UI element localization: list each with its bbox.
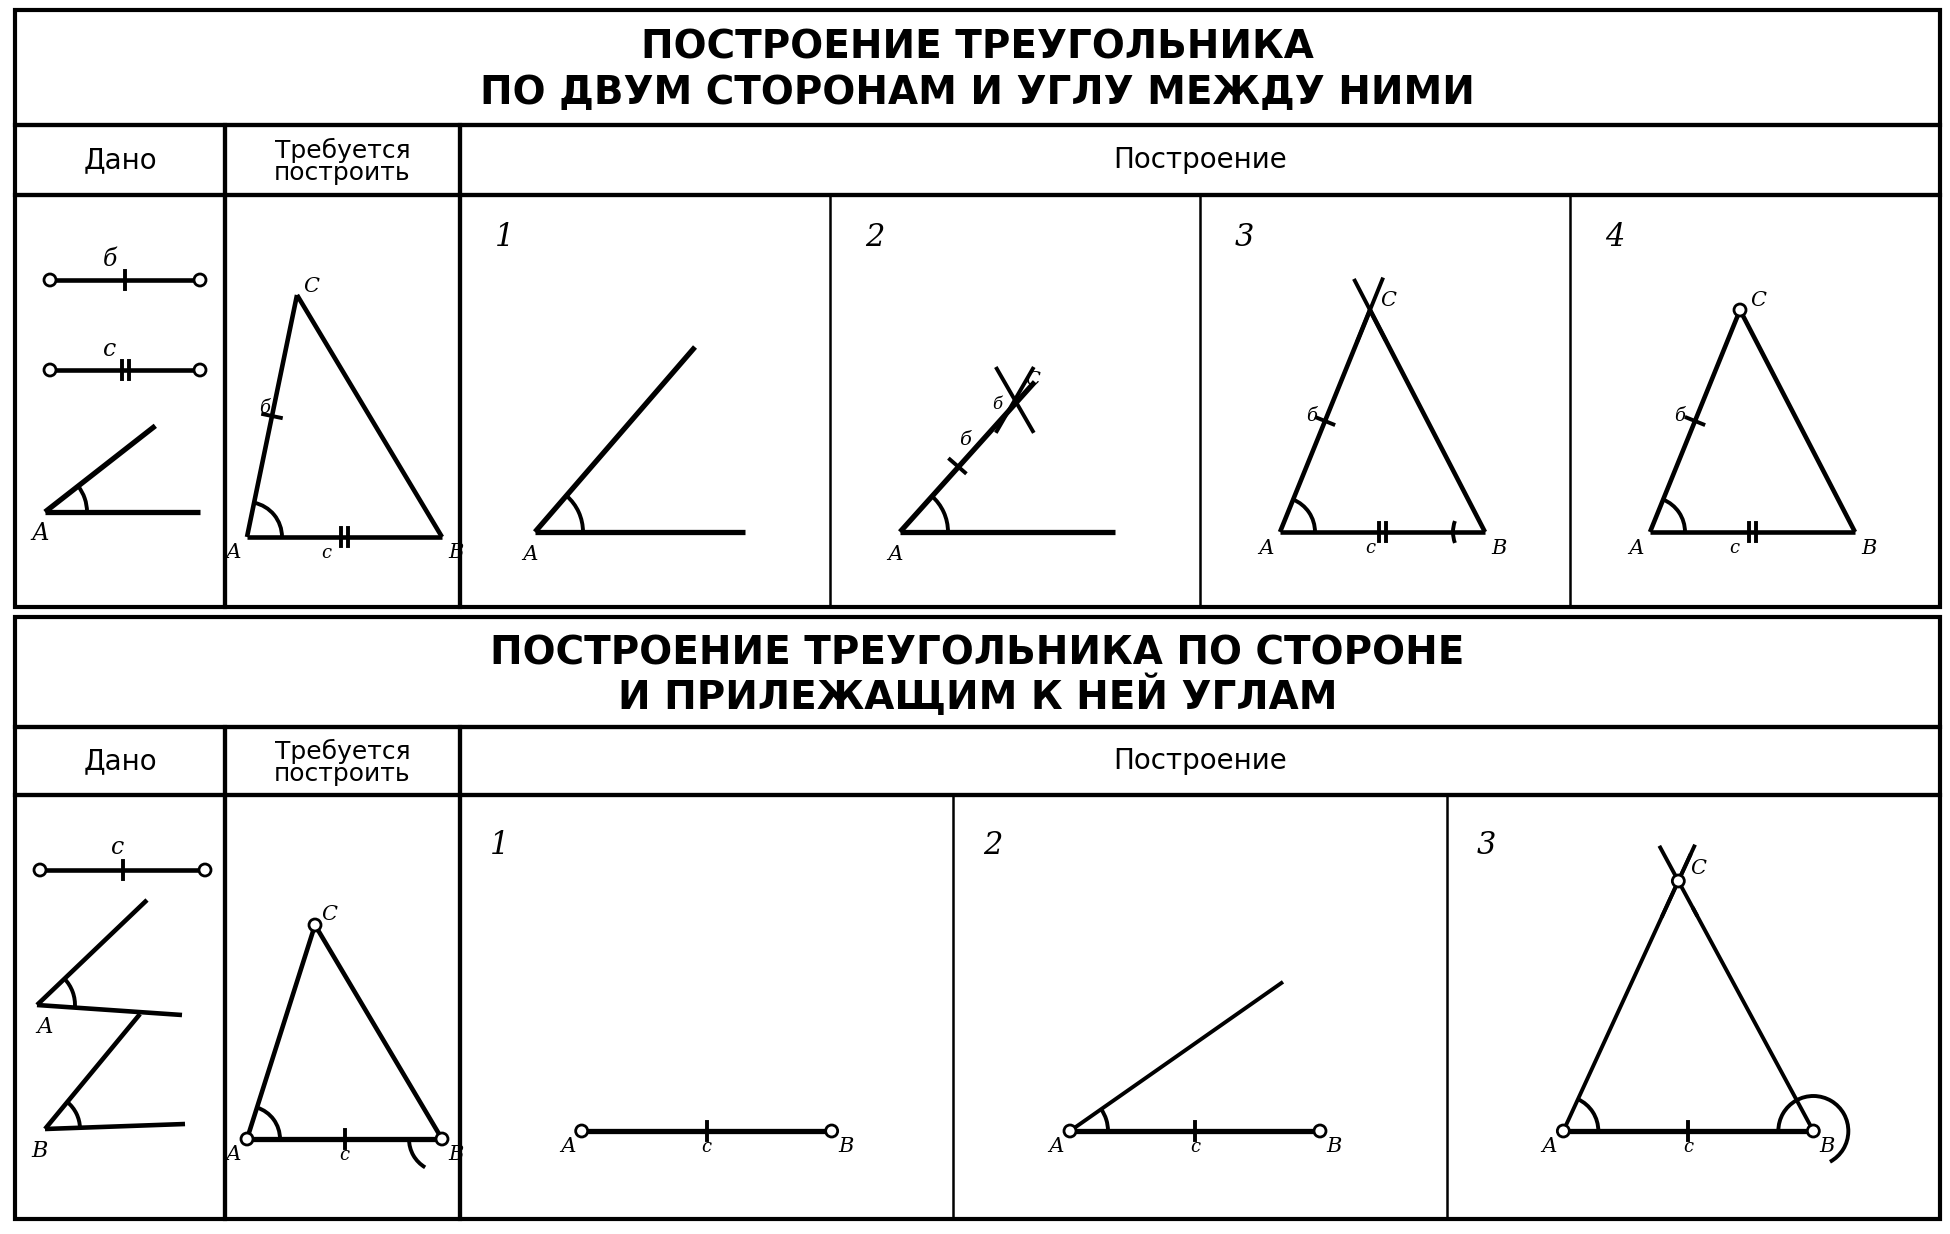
Circle shape [437,1133,448,1145]
Text: Построение: Построение [1113,146,1287,174]
Text: б: б [993,396,1002,413]
Text: с: с [1190,1138,1199,1156]
Text: 2: 2 [983,829,1002,860]
Text: С: С [1691,860,1706,879]
Text: б: б [259,399,271,417]
Circle shape [45,274,57,286]
Text: В: В [838,1138,854,1156]
Text: 2: 2 [864,221,883,253]
Text: 1: 1 [489,829,509,860]
Text: Требуется: Требуется [275,738,410,764]
Text: А: А [224,1145,242,1165]
Text: А: А [1628,538,1644,558]
Text: В: В [1492,538,1507,558]
Text: с: с [339,1146,349,1164]
Text: построить: построить [275,763,411,786]
Text: с: с [1365,539,1375,557]
Circle shape [242,1133,254,1145]
Bar [16,617,1940,727]
Circle shape [1558,1125,1570,1137]
Text: В: В [1326,1138,1342,1156]
Bar [16,125,224,195]
Text: В: В [448,543,464,563]
Text: С: С [1026,371,1039,389]
Text: с: с [1683,1138,1693,1156]
Text: А: А [523,544,538,564]
Text: А: А [1540,1138,1558,1156]
Text: с: с [1730,539,1739,557]
Text: А: А [224,543,242,563]
Circle shape [199,864,211,876]
Bar [224,727,460,795]
Text: 1: 1 [495,221,515,253]
Text: В: В [448,1145,464,1165]
Text: б: б [1306,407,1318,424]
Text: ПО ДВУМ СТОРОНАМ И УГЛУ МЕЖДУ НИМИ: ПО ДВУМ СТОРОНАМ И УГЛУ МЕЖДУ НИМИ [480,74,1474,112]
Text: В: В [1862,538,1876,558]
Circle shape [575,1125,587,1137]
Bar [16,727,224,795]
Circle shape [1673,875,1685,887]
Text: ПОСТРОЕНИЕ ТРЕУГОЛЬНИКА: ПОСТРОЕНИЕ ТРЕУГОЛЬНИКА [642,28,1314,67]
Bar [460,125,1940,195]
Text: А: А [887,544,903,564]
Text: ПОСТРОЕНИЕ ТРЕУГОЛЬНИКА ПО СТОРОНЕ: ПОСТРОЕНИЕ ТРЕУГОЛЬНИКА ПО СТОРОНЕ [489,634,1464,673]
Text: 4: 4 [1605,221,1624,253]
Text: Требуется: Требуется [275,137,410,163]
Bar [16,795,224,1219]
Text: с: с [702,1138,712,1156]
Text: С: С [1749,290,1767,310]
Text: С: С [302,278,320,296]
Circle shape [1314,1125,1326,1137]
Bar [16,195,224,607]
Text: А: А [560,1138,575,1156]
Text: Дано: Дано [84,747,156,775]
Text: Дано: Дано [84,146,156,174]
Text: А: А [37,1016,53,1038]
Bar [460,727,1940,795]
Text: с: с [322,544,332,561]
Bar [224,795,460,1219]
Text: С: С [322,906,337,924]
Text: В: В [31,1140,49,1162]
Text: 3: 3 [1476,829,1496,860]
Text: с: с [103,338,117,362]
Text: б: б [959,431,971,449]
Bar [460,795,1940,1219]
Circle shape [193,274,207,286]
Text: Построение: Построение [1113,747,1287,775]
Text: б: б [103,248,117,271]
Circle shape [1065,1125,1076,1137]
Circle shape [193,364,207,376]
Bar [460,195,1940,607]
Text: б: б [1675,407,1685,424]
Text: А: А [1049,1138,1065,1156]
Text: А: А [31,522,49,545]
Bar [224,125,460,195]
Text: В: В [1819,1138,1835,1156]
Circle shape [33,864,47,876]
Text: с: с [111,837,125,860]
Circle shape [825,1125,838,1137]
Text: А: А [1258,538,1273,558]
Bar [16,10,1940,125]
Text: И ПРИЛЕЖАЩИМ К НЕЙ УГЛАМ: И ПРИЛЕЖАЩИМ К НЕЙ УГЛАМ [618,675,1338,717]
Bar [224,195,460,607]
Text: 3: 3 [1234,221,1254,253]
Circle shape [45,364,57,376]
Text: построить: построить [275,160,411,185]
Circle shape [1808,1125,1819,1137]
Circle shape [1734,304,1745,316]
Circle shape [308,919,322,930]
Text: С: С [1381,290,1396,310]
